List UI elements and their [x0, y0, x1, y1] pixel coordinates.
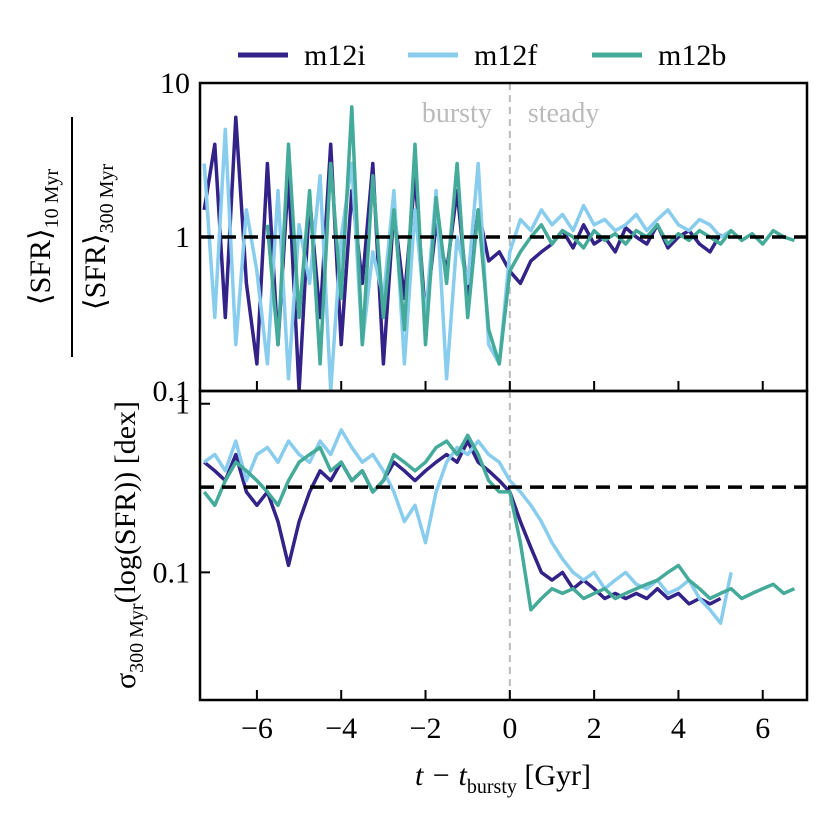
annotation: bursty — [422, 98, 492, 129]
y-tick-label: 10 — [160, 67, 190, 100]
x-tick-label: −2 — [410, 712, 442, 745]
plot-area — [200, 391, 807, 700]
y-axis-label-top: ⟨SFR⟩10 Myr ⟨SFR⟩300 Myr — [24, 117, 118, 357]
x-tick-label: 2 — [587, 712, 602, 745]
y-label: σ300 Myr(log(SFR)) [dex] — [109, 401, 148, 689]
plot-area — [200, 83, 807, 391]
numerator: ⟨SFR⟩10 Myr — [24, 169, 63, 306]
legend-label: m12b — [658, 39, 726, 72]
x-tick-label: −6 — [241, 712, 273, 745]
series-line — [202, 127, 733, 391]
legend-label: m12i — [304, 39, 366, 72]
y-axis-label-bottom: σ300 Myr(log(SFR)) [dex] — [109, 401, 148, 689]
denominator: ⟨SFR⟩300 Myr — [79, 164, 118, 311]
x-tick-label: 6 — [755, 712, 770, 745]
x-axis-label: t − tbursty [Gyr] — [415, 759, 591, 798]
x-tick-label: 4 — [671, 712, 686, 745]
y-tick-label: 0.1 — [153, 375, 191, 408]
panel-frame — [198, 389, 809, 702]
legend-label: m12f — [474, 39, 537, 72]
y-tick-label: 1 — [175, 221, 190, 254]
x-tick-label: −4 — [325, 712, 357, 745]
annotation: steady — [528, 98, 600, 129]
y-tick-label: 1 — [175, 388, 190, 421]
series-line — [202, 433, 796, 612]
series-line — [203, 439, 722, 606]
y-tick-label: 0.1 — [153, 556, 191, 589]
x-tick-label: 0 — [502, 712, 517, 745]
